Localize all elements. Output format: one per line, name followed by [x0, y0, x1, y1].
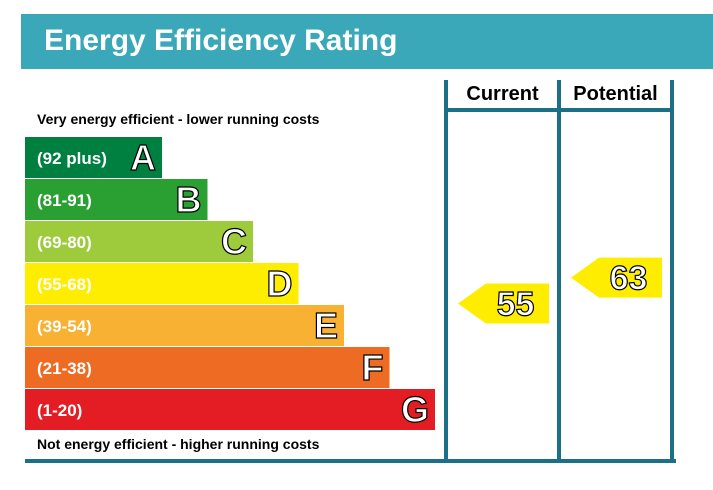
band-f: [25, 347, 390, 388]
rating-arrow-potential: [571, 257, 662, 298]
rating-value-potential: 63: [610, 260, 648, 298]
band-range-g: (1-20): [37, 401, 82, 420]
rating-arrow-current: [458, 283, 549, 324]
band-range-b: (81-91): [37, 191, 92, 210]
band-a: [25, 137, 162, 178]
frame-bottom: [25, 459, 676, 463]
band-d: [25, 263, 299, 304]
band-range-c: (69-80): [37, 233, 92, 252]
frame-line-3: [670, 80, 674, 463]
band-range-f: (21-38): [37, 359, 92, 378]
rating-markers: 55 63: [458, 257, 662, 324]
band-letter-a: A: [130, 137, 156, 178]
band-letter-f: F: [362, 347, 384, 388]
band-range-d: (55-68): [37, 275, 92, 294]
band-b: [25, 179, 208, 220]
column-header-potential: Potential: [573, 83, 657, 105]
bottom-note: Not energy efficient - higher running co…: [37, 436, 320, 452]
rating-columns-frame: Current Potential: [25, 80, 676, 463]
band-range-e: (39-54): [37, 317, 92, 336]
title-banner: Energy Efficiency Rating: [21, 14, 713, 69]
frame-line-1: [444, 80, 448, 463]
band-range-a: (92 plus): [37, 149, 107, 168]
band-c: [25, 221, 253, 262]
band-letter-c: C: [221, 221, 247, 262]
band-letter-b: B: [176, 179, 202, 220]
band-letter-g: G: [401, 389, 429, 430]
chart-title: Energy Efficiency Rating: [44, 24, 398, 57]
band-g: [25, 389, 435, 430]
rating-bands: (92 plus) A (81-91) B (69-80) C (55-68) D (39-54…: [25, 136, 435, 431]
column-header-current: Current: [466, 83, 539, 105]
band-e: [25, 305, 344, 346]
rating-value-current: 55: [497, 286, 535, 324]
band-letter-e: E: [314, 305, 338, 346]
band-letter-d: D: [267, 263, 293, 304]
frame-line-2: [557, 80, 561, 463]
top-note: Very energy efficient - lower running co…: [37, 111, 320, 127]
header-separator: [446, 108, 674, 112]
